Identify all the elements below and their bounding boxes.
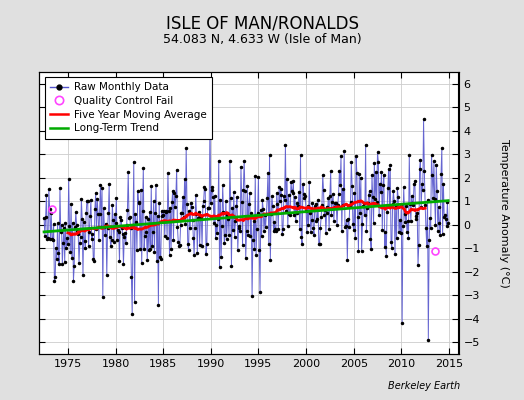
Legend: Raw Monthly Data, Quality Control Fail, Five Year Moving Average, Long-Term Tren: Raw Monthly Data, Quality Control Fail, … [45, 77, 212, 138]
Text: Berkeley Earth: Berkeley Earth [388, 381, 460, 391]
Text: ISLE OF MAN/RONALDS: ISLE OF MAN/RONALDS [166, 14, 358, 32]
Y-axis label: Temperature Anomaly (°C): Temperature Anomaly (°C) [499, 139, 509, 287]
Text: 54.083 N, 4.633 W (Isle of Man): 54.083 N, 4.633 W (Isle of Man) [162, 33, 362, 46]
